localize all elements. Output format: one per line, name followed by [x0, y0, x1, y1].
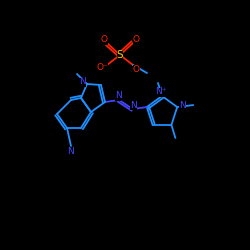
Text: O⁻: O⁻	[96, 62, 108, 72]
Text: N: N	[80, 78, 86, 86]
Text: N⁺: N⁺	[155, 88, 167, 96]
Text: O: O	[132, 64, 140, 74]
Text: N: N	[68, 146, 74, 156]
Text: N: N	[114, 92, 121, 100]
Text: O: O	[100, 36, 107, 44]
Text: N: N	[130, 100, 137, 110]
Text: O: O	[132, 36, 140, 44]
Text: S: S	[117, 50, 123, 60]
Text: N: N	[179, 100, 186, 110]
